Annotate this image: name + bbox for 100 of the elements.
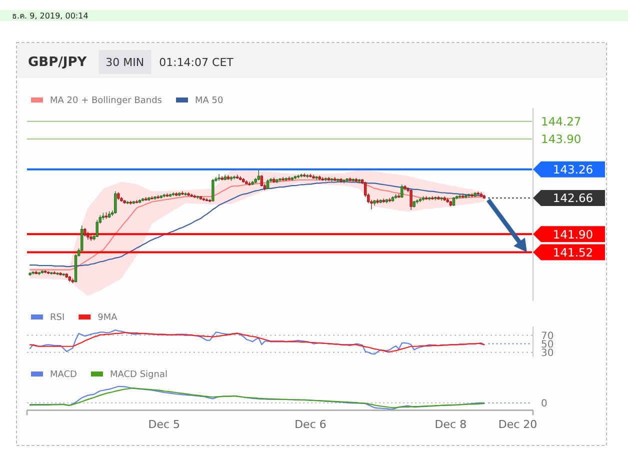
candlestick (385, 198, 388, 204)
candlestick (440, 196, 443, 202)
candlestick (309, 173, 312, 178)
candlestick (138, 199, 142, 204)
candlestick (306, 174, 309, 178)
x-tick-label: Dec 6 (294, 418, 326, 432)
candlestick (290, 176, 294, 182)
candlestick (324, 177, 328, 182)
candlestick (282, 176, 284, 182)
legend-label: RSI (50, 313, 65, 324)
candlestick (260, 174, 264, 187)
candlestick (28, 272, 32, 276)
candlestick (129, 200, 132, 205)
candlestick (202, 197, 206, 202)
candlestick (248, 181, 251, 186)
candlestick (178, 192, 181, 196)
candlestick (449, 200, 452, 207)
ref-line-label: 141.90 (552, 227, 594, 242)
candlestick (123, 200, 126, 204)
candlestick (166, 192, 169, 198)
candlestick (154, 196, 156, 200)
candlestick (336, 178, 340, 183)
candlestick (296, 174, 300, 179)
candlestick (400, 184, 404, 198)
candlestick (382, 198, 385, 204)
candlestick (342, 179, 346, 184)
candlestick (398, 193, 400, 198)
candlestick (141, 198, 144, 202)
y-tick-label: 30 (541, 348, 554, 359)
candlestick (416, 199, 419, 204)
candlestick (150, 196, 154, 200)
candlestick (251, 180, 254, 186)
candlestick (482, 194, 486, 200)
ref-line-label: 143.26 (552, 162, 594, 177)
candlestick (446, 198, 449, 204)
candlestick (239, 176, 242, 181)
candlestick (422, 196, 425, 202)
candlestick (104, 212, 108, 220)
candlestick (38, 271, 41, 276)
candlestick (40, 270, 44, 274)
candlestick (410, 189, 412, 210)
candlestick (468, 193, 470, 198)
ref-line-label: 143.90 (541, 132, 582, 146)
candlestick (120, 196, 123, 202)
candlestick (272, 177, 276, 184)
candlestick (102, 212, 105, 220)
candlestick (32, 270, 34, 275)
candlestick (276, 178, 278, 184)
candlestick (391, 196, 394, 202)
candlestick (312, 174, 315, 180)
candlestick (199, 196, 202, 200)
candlestick (181, 190, 184, 196)
candlestick (470, 192, 474, 198)
candlestick (236, 174, 239, 180)
candlestick (190, 193, 193, 198)
candlestick (53, 270, 56, 274)
candlestick (187, 192, 190, 196)
candlestick (315, 176, 318, 180)
candlestick (226, 174, 230, 180)
candlestick (193, 194, 196, 198)
candlestick (294, 175, 297, 180)
x-tick-label: Dec 8 (434, 418, 467, 432)
text: 30 MIN (106, 56, 144, 69)
candlestick (300, 173, 303, 178)
candlestick (434, 196, 437, 201)
candlestick (437, 196, 440, 200)
candlestick (452, 196, 456, 206)
candlestick (117, 192, 120, 200)
candlestick (224, 174, 226, 181)
candlestick (86, 231, 90, 240)
candlestick (62, 272, 65, 276)
candlestick (474, 192, 476, 198)
candlestick (148, 196, 150, 202)
candlestick (162, 193, 166, 198)
candlestick (303, 172, 306, 178)
candlestick (334, 176, 336, 182)
candlestick (220, 176, 224, 181)
candlestick (205, 198, 208, 202)
candlestick (196, 195, 200, 200)
candlestick (65, 272, 68, 278)
candlestick (232, 175, 236, 180)
x-tick-label: Dec 5 (148, 418, 180, 432)
candlestick (156, 194, 160, 200)
candlestick (462, 194, 464, 198)
candlestick (340, 178, 342, 184)
candlestick (284, 177, 288, 182)
candlestick (288, 176, 290, 181)
chart-title: GBP/JPY (28, 55, 88, 70)
candlestick (318, 175, 321, 181)
candlestick (242, 178, 245, 184)
candlestick (245, 180, 248, 185)
candlestick (266, 179, 270, 190)
legend-label: MACD (50, 370, 78, 380)
candlestick (34, 270, 38, 274)
candlestick (379, 199, 382, 204)
candlestick (172, 192, 175, 196)
candlestick (346, 178, 348, 182)
candlestick (373, 200, 376, 206)
candlestick (84, 228, 86, 237)
candlestick (358, 178, 361, 184)
